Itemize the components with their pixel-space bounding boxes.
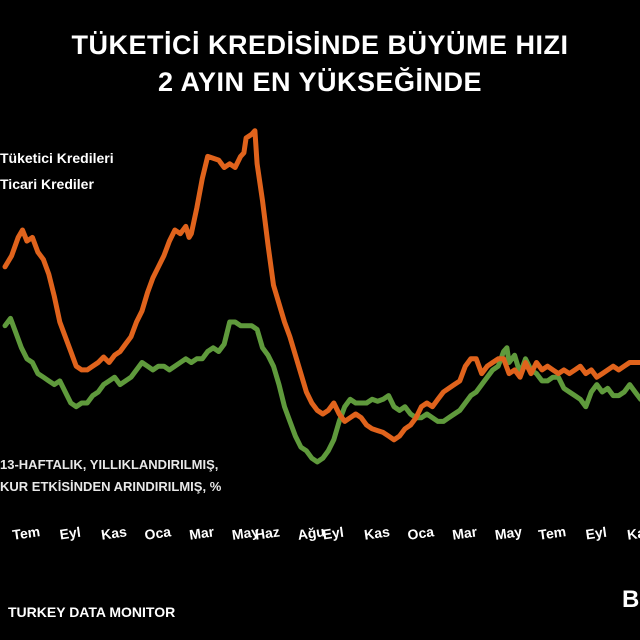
chart-note-line-2: KUR ETKİSİNDEN ARINDIRILMIŞ, %: [0, 479, 222, 494]
x-tick-label: Tem: [537, 523, 567, 543]
x-tick-label: Oca: [143, 523, 172, 543]
x-tick-label: Eyl: [322, 524, 345, 543]
chart-title-line-2: 2 AYIN EN YÜKSEĞİNDE: [157, 67, 483, 97]
x-tick-label: Mar: [188, 523, 215, 542]
chart-note-line-1: 13-HAFTALIK, YILLIKLANDIRILMIŞ,: [0, 457, 219, 472]
x-tick-label: Eyl: [59, 524, 82, 543]
x-tick-label: May: [494, 523, 523, 543]
series-layer: [2, 128, 640, 465]
x-tick-label: Kas: [626, 523, 640, 542]
source-label: TURKEY DATA MONITOR: [8, 604, 176, 620]
x-tick-label: Tem: [11, 523, 41, 543]
x-tick-label: Ağu: [297, 523, 326, 543]
x-tick-label: Oca: [406, 523, 435, 543]
x-tick-label: Kas: [363, 523, 391, 542]
x-tick-label: May: [231, 523, 260, 543]
x-tick-label: Kas: [100, 523, 128, 542]
x-tick-label: Haz: [254, 523, 281, 542]
legend-entry-consumer-loans: Tüketici Kredileri: [0, 150, 114, 166]
x-tick-label: Mar: [451, 523, 478, 542]
series-line-commercial-loans: [2, 315, 640, 465]
legend-entry-commercial-loans: Ticari Krediler: [0, 176, 94, 192]
x-tick-label: Eyl: [585, 524, 608, 543]
chart-title-line-1: TÜKETİCİ KREDİSİNDE BÜYÜME HIZI: [71, 30, 569, 60]
series-line-consumer-loans: [2, 128, 640, 443]
brand-logo: B: [622, 586, 640, 613]
